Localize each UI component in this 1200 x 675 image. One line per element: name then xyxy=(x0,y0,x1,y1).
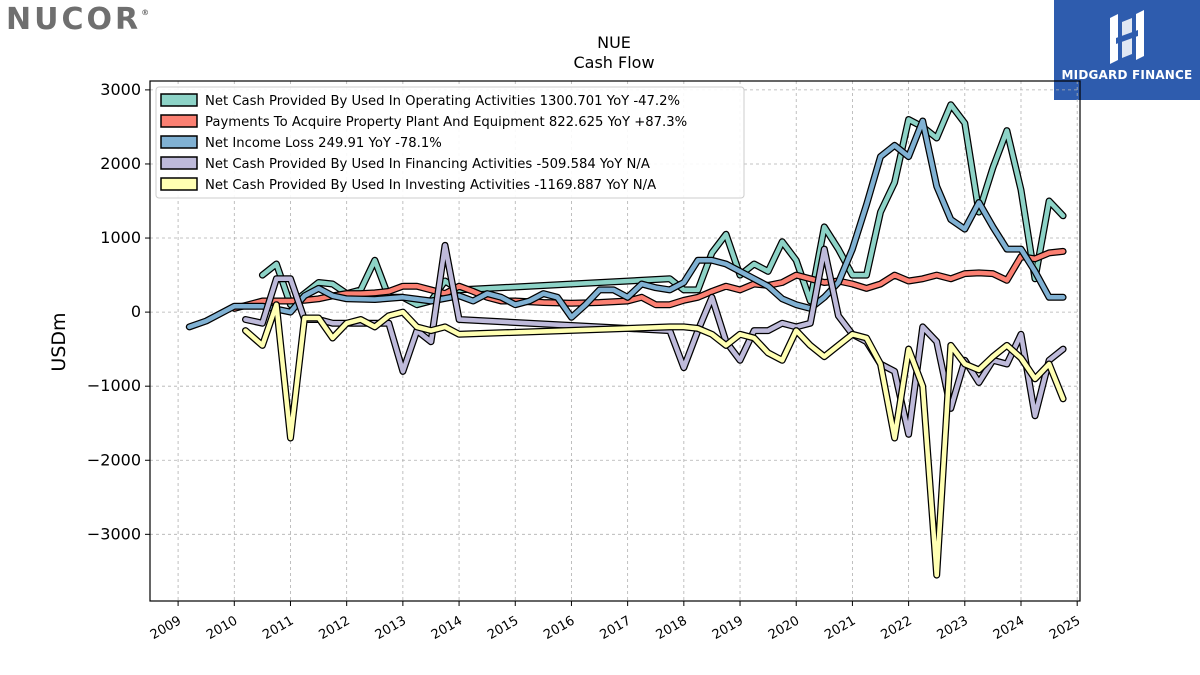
series-line-2 xyxy=(185,117,1067,331)
legend-item: Net Cash Provided By Used In Financing A… xyxy=(160,156,650,172)
plot-frame xyxy=(149,80,1081,602)
series-stroke xyxy=(243,302,1066,578)
x-tick-label: 2010 xyxy=(204,613,240,643)
legend-swatch xyxy=(160,135,198,149)
legend-label: Net Cash Provided By Used In Financing A… xyxy=(205,157,650,172)
registered-mark: ® xyxy=(141,8,150,17)
y-tick-label: 1000 xyxy=(100,228,141,247)
x-tick-label: 2022 xyxy=(878,613,914,643)
chart-subtitle: Cash Flow xyxy=(573,53,654,72)
x-tick-label: 2025 xyxy=(1047,613,1083,643)
series-stroke xyxy=(232,249,1066,311)
series-layer xyxy=(185,101,1067,579)
x-tick-label: 2016 xyxy=(541,613,577,643)
x-tick-label: 2024 xyxy=(991,613,1027,643)
x-tick-label: 2017 xyxy=(597,613,633,643)
x-tick-label: 2021 xyxy=(822,613,858,643)
y-tick-label: −1000 xyxy=(87,376,141,395)
y-tick-label: 3000 xyxy=(100,80,141,99)
x-tick-label: 2013 xyxy=(373,613,409,643)
legend-item: Net Income Loss 249.91 YoY -78.1% xyxy=(160,135,442,151)
legend: Net Cash Provided By Used In Operating A… xyxy=(155,86,745,199)
legend-box xyxy=(155,86,745,199)
legend-label: Net Income Loss 249.91 YoY -78.1% xyxy=(205,136,442,151)
y-tick-label: 2000 xyxy=(100,154,141,173)
midgard-finance-text: MIDGARD FINANCE xyxy=(1061,68,1193,82)
nucor-logo: NUCOR® xyxy=(6,2,149,37)
legend-item: Net Cash Provided By Used In Investing A… xyxy=(160,177,656,193)
series-line-4 xyxy=(242,301,1067,579)
x-tick-label: 2020 xyxy=(766,613,802,643)
y-tick-label: 0 xyxy=(131,302,141,321)
legend-swatch xyxy=(160,93,198,107)
legend-swatch xyxy=(160,156,198,170)
legend-swatch xyxy=(160,114,198,128)
legend-label: Net Cash Provided By Used In Operating A… xyxy=(205,94,680,109)
midgard-finance-logo: MIDGARD FINANCE xyxy=(1054,0,1200,100)
legend-label: Net Cash Provided By Used In Investing A… xyxy=(205,178,656,193)
legend-label: Payments To Acquire Property Plant And E… xyxy=(205,115,687,130)
y-tick-label: −2000 xyxy=(87,450,141,469)
x-tick-label: 2012 xyxy=(317,613,353,643)
legend-item: Payments To Acquire Property Plant And E… xyxy=(160,114,687,130)
series-line-1 xyxy=(230,247,1067,312)
x-tick-label: 2011 xyxy=(260,613,296,643)
legend-swatch xyxy=(160,177,198,191)
x-tick-label: 2014 xyxy=(429,613,465,643)
midgard-h-icon xyxy=(1110,10,1144,64)
y-tick-label: −3000 xyxy=(87,524,141,543)
grid-layer xyxy=(150,81,1080,601)
x-tick-label: 2015 xyxy=(485,613,521,643)
nucor-logo-text: NUCOR xyxy=(6,2,142,37)
series-line-0 xyxy=(258,101,1067,309)
x-tick-label: 2019 xyxy=(710,613,746,643)
x-tick-label: 2009 xyxy=(148,613,184,643)
x-tick-label: 2018 xyxy=(654,613,690,643)
legend-item: Net Cash Provided By Used In Operating A… xyxy=(160,93,680,109)
chart-title: NUE xyxy=(597,33,631,52)
series-stroke xyxy=(260,102,1066,307)
series-stroke xyxy=(187,118,1066,330)
x-tick-label: 2023 xyxy=(935,613,971,643)
y-axis-label: USDm xyxy=(48,312,70,371)
